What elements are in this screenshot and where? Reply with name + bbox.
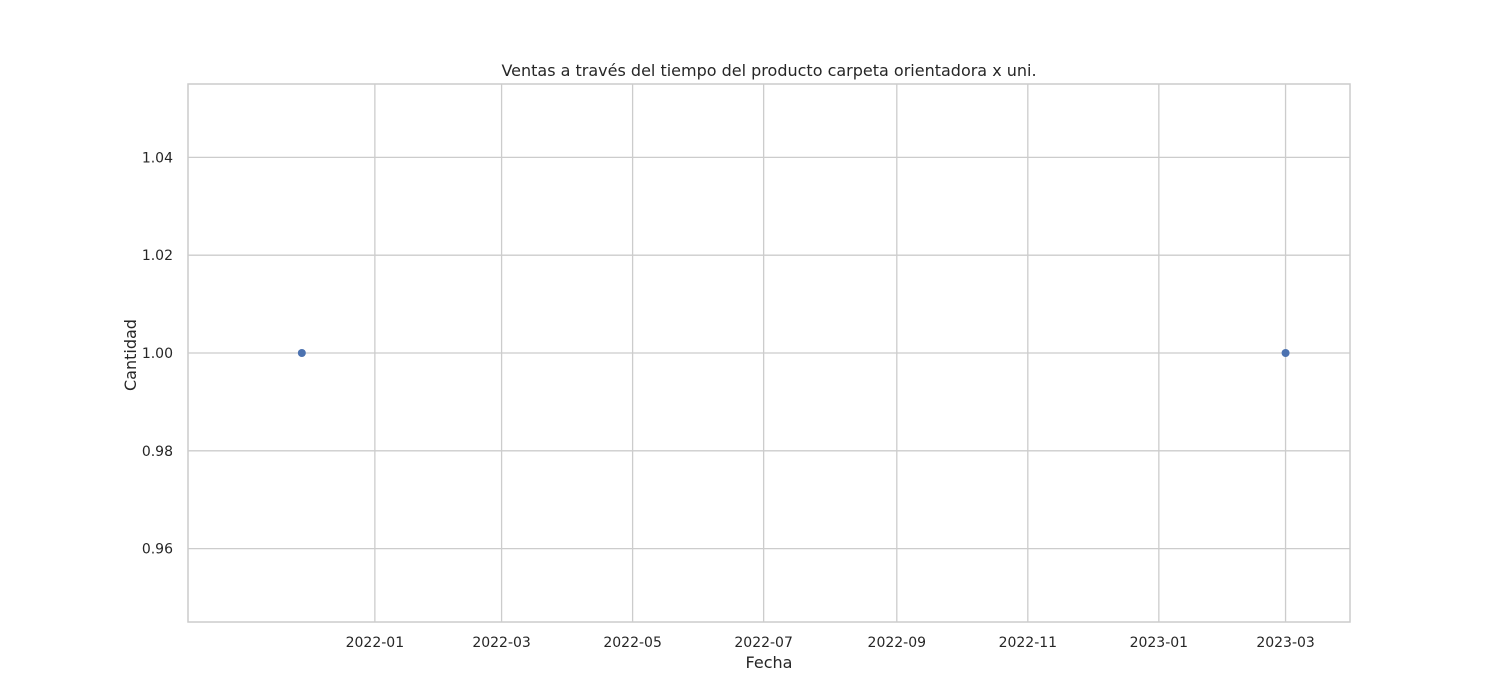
y-tick-label: 0.98 bbox=[142, 444, 173, 460]
x-tick-label: 2022-11 bbox=[999, 635, 1058, 651]
y-tick-label: 1.02 bbox=[142, 248, 173, 264]
y-axis-label: Cantidad bbox=[121, 319, 140, 391]
chart-title: Ventas a través del tiempo del producto … bbox=[501, 61, 1036, 80]
x-tick-label: 2022-05 bbox=[603, 635, 662, 651]
data-point bbox=[297, 349, 306, 357]
data-point bbox=[1281, 349, 1290, 357]
x-tick-label: 2023-01 bbox=[1130, 635, 1189, 651]
data-point-layer bbox=[297, 349, 1290, 357]
y-tick-label: 1.04 bbox=[142, 150, 173, 166]
x-tick-label: 2023-03 bbox=[1256, 635, 1315, 651]
x-tick-label: 2022-09 bbox=[868, 635, 927, 651]
y-tick-label: 1.00 bbox=[142, 346, 173, 362]
y-tick-label: 0.96 bbox=[142, 542, 173, 558]
x-tick-label: 2022-01 bbox=[346, 635, 405, 651]
x-axis-label: Fecha bbox=[746, 653, 793, 672]
tick-label-layer: 2022-01 2022-03 2022-05 2022-07 2022-09 2022-… bbox=[142, 150, 1315, 651]
plot-frame bbox=[187, 83, 1351, 623]
x-tick-label: 2022-07 bbox=[734, 635, 793, 651]
grid-layer bbox=[188, 84, 1350, 622]
x-tick-label: 2022-03 bbox=[472, 635, 531, 651]
